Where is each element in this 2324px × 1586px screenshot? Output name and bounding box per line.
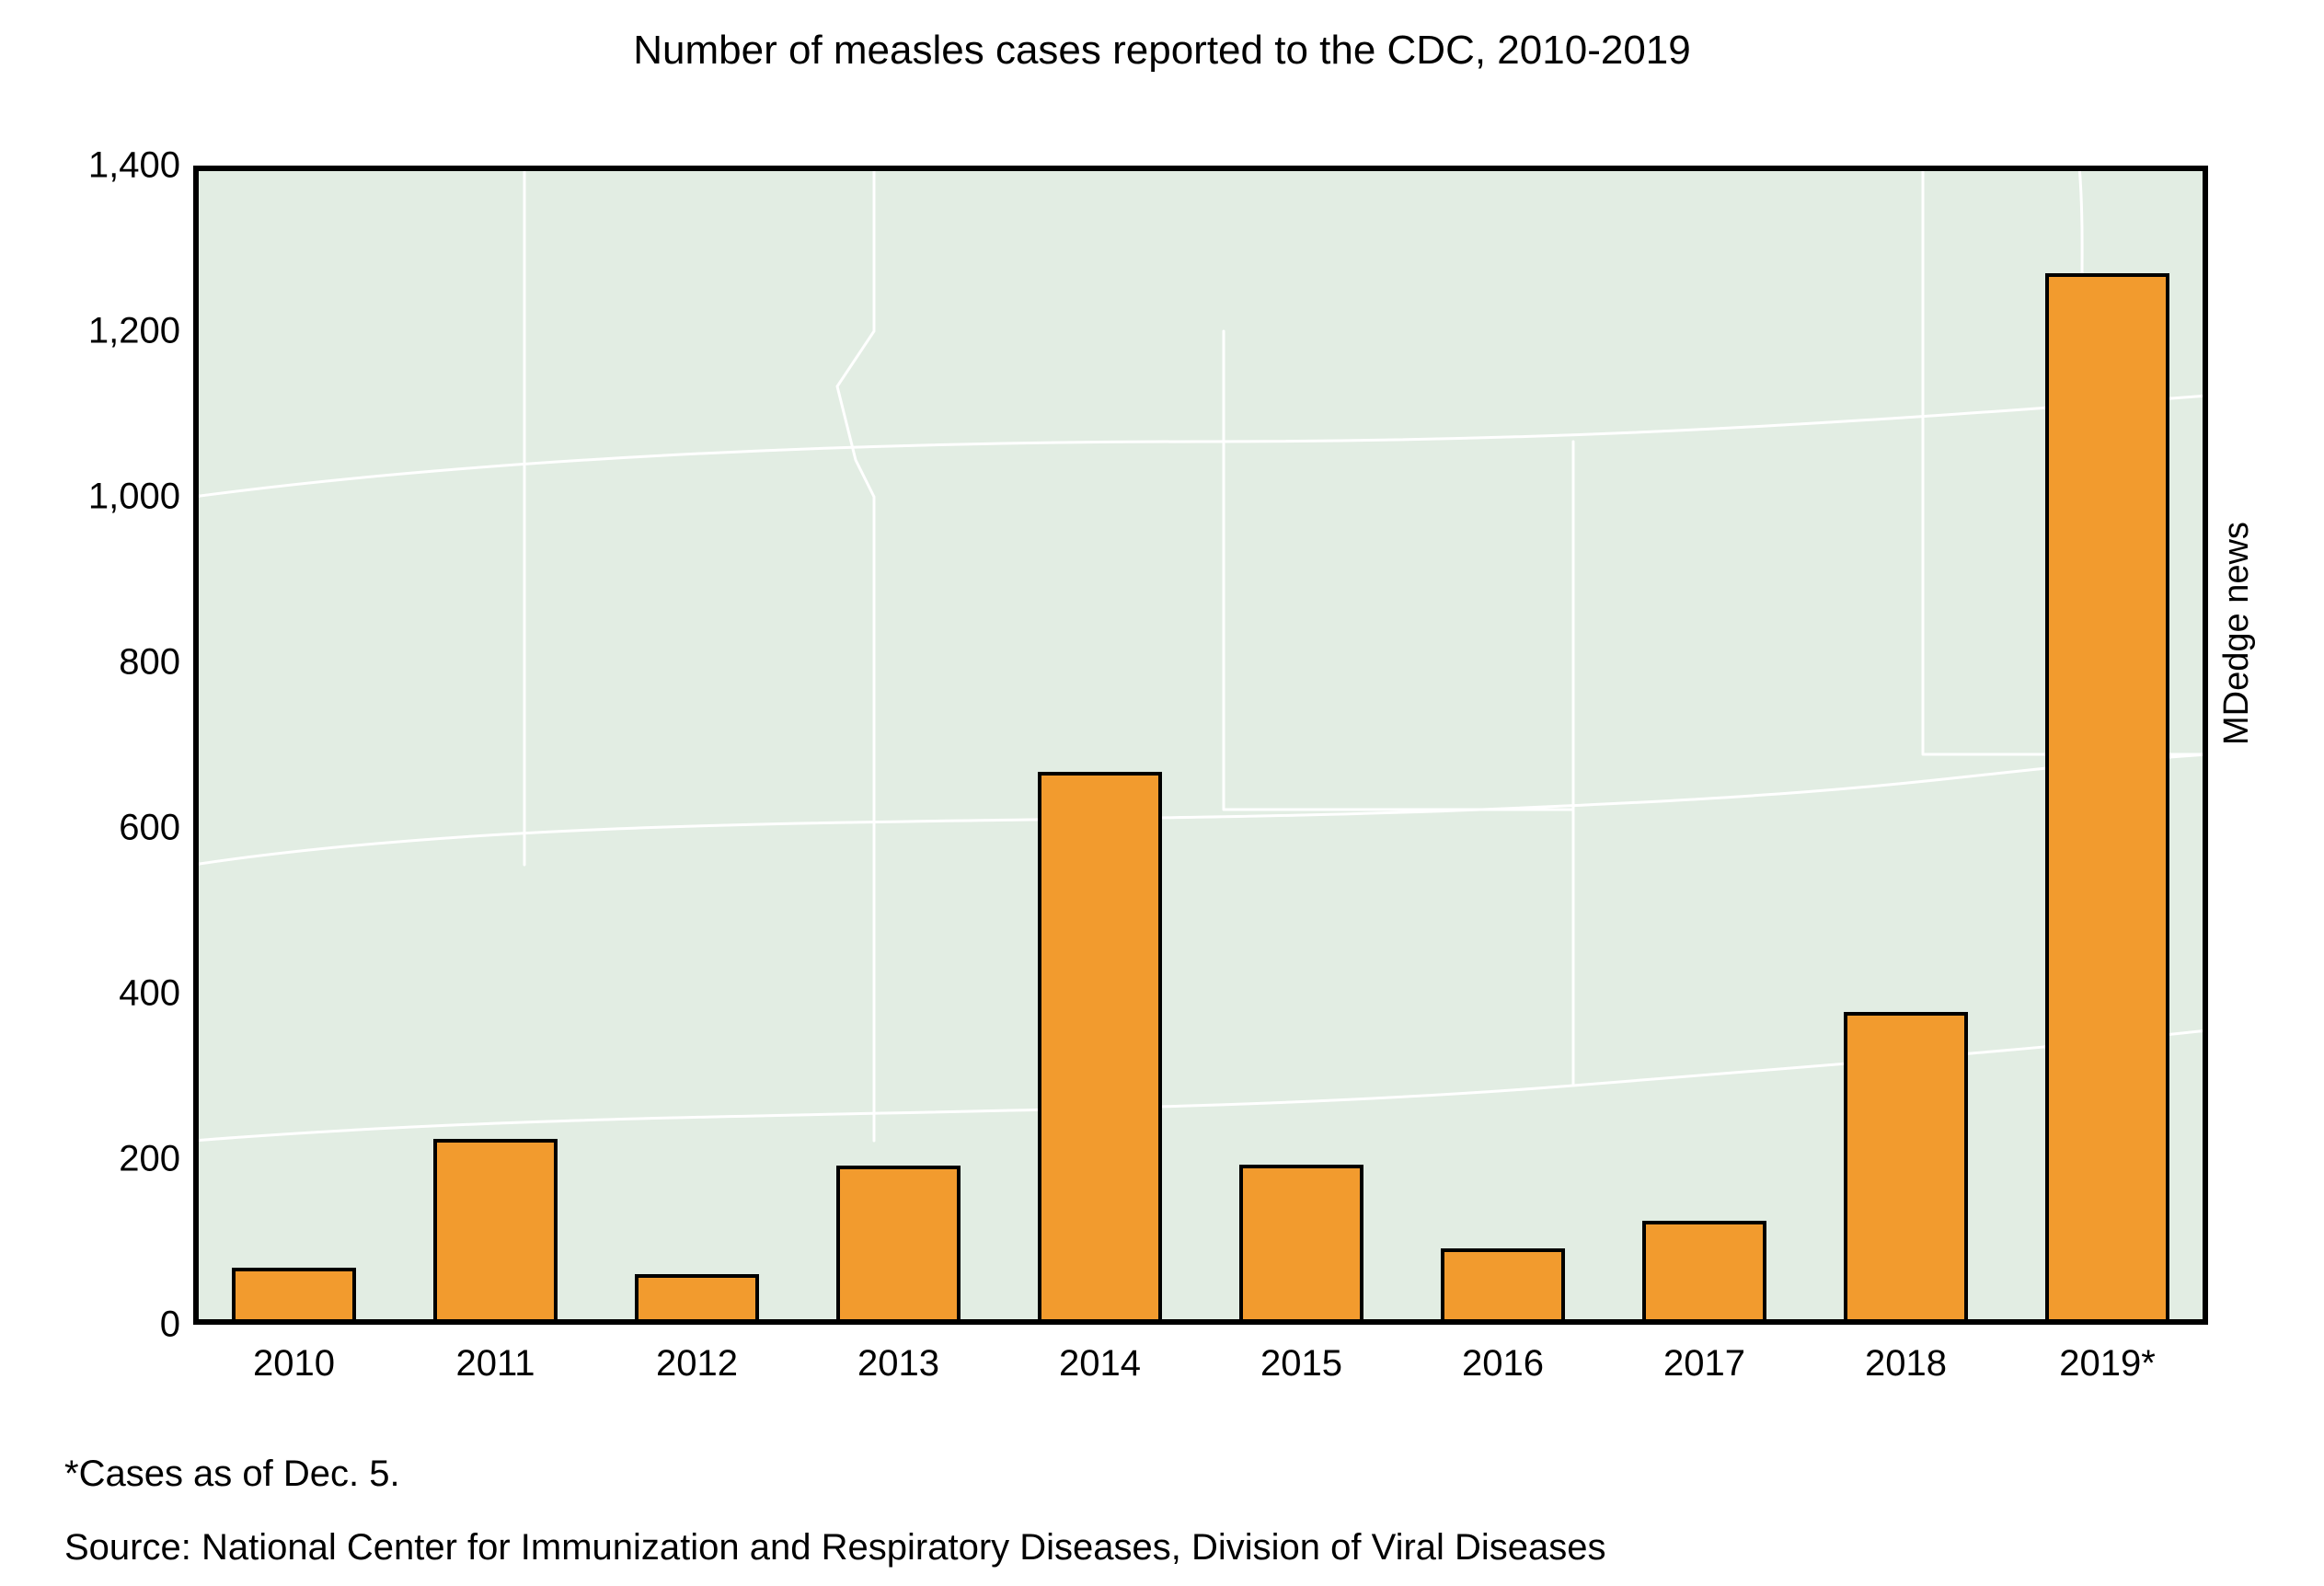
y-tick-label: 1,400 (88, 145, 180, 187)
chart-title: Number of measles cases reported to the … (0, 28, 2324, 74)
source-line: Source: National Center for Immunization… (64, 1527, 1606, 1569)
bar (1844, 1012, 1969, 1319)
y-tick-label: 0 (160, 1304, 180, 1346)
x-tick-label: 2016 (1462, 1343, 1544, 1385)
y-tick-label: 1,200 (88, 311, 180, 352)
bar (1642, 1221, 1767, 1319)
plot (193, 166, 2208, 1325)
footnote: *Cases as of Dec. 5. (64, 1454, 400, 1495)
x-tick-label: 2012 (656, 1343, 738, 1385)
x-tick-label: 2015 (1260, 1343, 1342, 1385)
y-tick-label: 1,000 (88, 477, 180, 518)
x-tick-label: 2017 (1663, 1343, 1745, 1385)
side-credit-label: MDedge news (2217, 522, 2257, 745)
bar (1441, 1248, 1566, 1319)
bars-layer (193, 166, 2208, 1325)
x-tick-label: 2019* (2059, 1343, 2156, 1385)
y-tick-label: 400 (119, 973, 180, 1015)
bar (635, 1274, 760, 1319)
y-tick-label: 600 (119, 808, 180, 849)
x-tick-label: 2013 (857, 1343, 939, 1385)
x-tick-label: 2018 (1865, 1343, 1947, 1385)
plot-area (193, 166, 2208, 1325)
y-tick-label: 200 (119, 1139, 180, 1180)
bar (1239, 1165, 1364, 1319)
figure: Number of measles cases reported to the … (0, 0, 2324, 1586)
x-tick-label: 2011 (455, 1343, 535, 1385)
bar (232, 1268, 357, 1319)
bar (1038, 772, 1163, 1319)
bar (836, 1166, 961, 1319)
x-tick-label: 2010 (253, 1343, 335, 1385)
bar (433, 1139, 558, 1319)
y-tick-label: 800 (119, 642, 180, 684)
bar (2045, 273, 2170, 1319)
x-tick-label: 2014 (1059, 1343, 1141, 1385)
